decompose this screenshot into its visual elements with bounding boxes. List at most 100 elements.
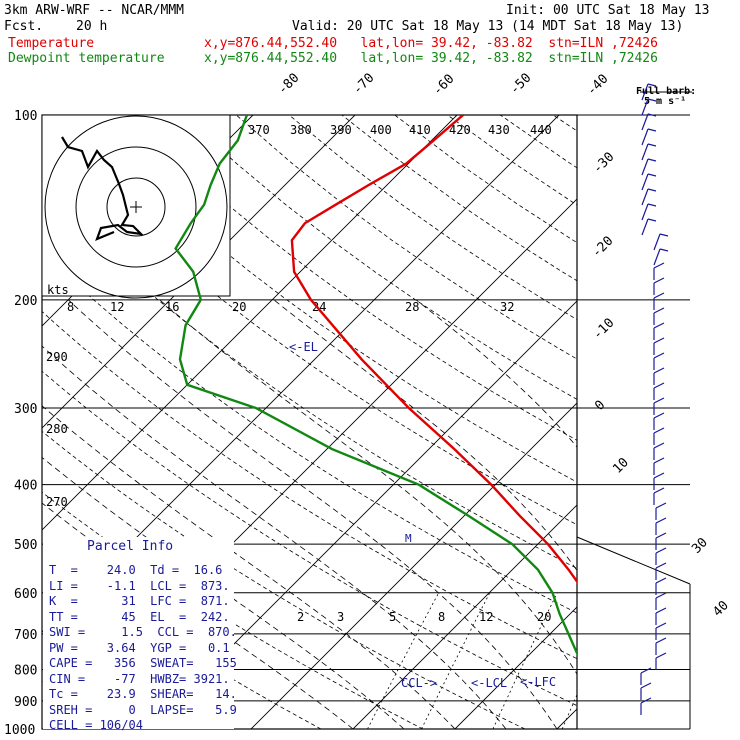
parcel-info-row: LI = -1.1 LCL = 873. bbox=[49, 578, 230, 593]
isotherm-label: 40 bbox=[710, 598, 732, 620]
isotherm-line bbox=[148, 300, 577, 729]
valid-time: Valid: 20 UTC Sat 18 May 13 (14 MDT Sat … bbox=[292, 19, 684, 34]
mixing-ratio-label: 20 bbox=[537, 610, 551, 624]
theta-label: 400 bbox=[370, 123, 392, 137]
theta-label: 370 bbox=[248, 123, 270, 137]
parcel-info-row: K = 31 LFC = 871. bbox=[49, 594, 230, 608]
dry-adiabat-label: 270 bbox=[46, 495, 68, 509]
dry-adiabat bbox=[712, 115, 740, 729]
wind-barb-flag bbox=[653, 472, 665, 479]
parcel-info-row: Tc = 23.9 SHEAR= 14. bbox=[49, 687, 237, 701]
dry-adiabat bbox=[341, 115, 577, 282]
moist-adiabat bbox=[727, 300, 740, 729]
hodograph-ring bbox=[75, 146, 197, 268]
parcel-info-row: TT = 45 EL = 242. bbox=[49, 609, 230, 624]
wind-barb-flag bbox=[653, 262, 665, 269]
isotherm-label: -50 bbox=[507, 71, 534, 98]
dewpoint-location: x,y=876.44,552.40 lat,lon= 39.42, -83.82… bbox=[204, 51, 658, 66]
hodograph-units-label: kts bbox=[47, 283, 69, 297]
wind-barb-flag bbox=[653, 487, 665, 494]
wind-barb-flag bbox=[655, 517, 667, 524]
moist-adiabat bbox=[415, 299, 577, 448]
dry-adiabat bbox=[394, 115, 577, 244]
isotherm-label: 10 bbox=[610, 455, 632, 477]
dewpoint-legend: Dewpoint temperature bbox=[8, 51, 165, 66]
moist-adiabat bbox=[578, 300, 740, 729]
wind-barb-flag bbox=[647, 188, 657, 192]
mixing-ratio-label: 3 bbox=[337, 610, 344, 624]
wind-barb bbox=[653, 233, 661, 251]
temperature-location: x,y=876.44,552.40 lat,lon= 39.42, -83.82… bbox=[204, 36, 658, 51]
wind-barb-flag bbox=[653, 292, 665, 299]
isotherm-label: -60 bbox=[430, 72, 457, 99]
hodograph-ring bbox=[44, 115, 228, 299]
wind-speed-label: 20 bbox=[232, 300, 246, 314]
level-label: CCL-> bbox=[401, 676, 437, 690]
dry-adiabat-label: 290 bbox=[46, 350, 68, 364]
plot-border bbox=[41, 114, 578, 730]
wind-barb-flag bbox=[647, 113, 657, 117]
wind-barbs: Full barb:5 m s⁻¹ bbox=[636, 83, 696, 715]
theta-label: 380 bbox=[290, 123, 312, 137]
wind-speed-label: 16 bbox=[165, 300, 179, 314]
theta-label: 410 bbox=[409, 123, 431, 137]
wind-barb-flag bbox=[647, 143, 657, 147]
dry-adiabat bbox=[606, 115, 740, 729]
mixing-ratio-line bbox=[367, 592, 440, 729]
dry-adiabat bbox=[42, 192, 577, 569]
isotherm-line bbox=[42, 115, 356, 429]
wind-speed-label: 32 bbox=[500, 300, 514, 314]
dry-adiabat bbox=[288, 115, 577, 321]
wind-speed-label: 28 bbox=[405, 300, 419, 314]
wind-barb-flag bbox=[653, 322, 665, 329]
wind-barb-flag bbox=[647, 173, 657, 177]
dry-adiabat bbox=[42, 310, 577, 660]
parcel-info-row: CELL = 106/04 bbox=[49, 718, 143, 732]
wind-speed-label: 8 bbox=[67, 300, 74, 314]
wind-speed-label: 12 bbox=[110, 300, 124, 314]
wind-barb-flag bbox=[655, 622, 667, 629]
wind-barb-flag bbox=[655, 532, 667, 539]
isotherm-label: -10 bbox=[590, 316, 617, 343]
dry-adiabat bbox=[42, 132, 577, 526]
wind-barb bbox=[641, 128, 649, 146]
wind-barb-flag bbox=[655, 547, 667, 554]
isotherm-label: 0 bbox=[592, 398, 608, 414]
wind-barb-flag bbox=[647, 128, 657, 132]
dry-adiabat bbox=[130, 115, 577, 441]
level-label: <-EL bbox=[289, 340, 318, 354]
level-annotations: <-EL CCL-> <-LCL <-LFC bbox=[289, 340, 556, 690]
pressure-tick-label: 500 bbox=[14, 538, 37, 553]
wind-barb-flag bbox=[647, 203, 657, 207]
wind-barb-flag bbox=[653, 367, 665, 374]
wind-barb bbox=[641, 98, 649, 116]
isotherm-line bbox=[454, 606, 577, 729]
wind-barb-flag bbox=[659, 233, 669, 237]
mixing-ratio-label: 8 bbox=[438, 610, 445, 624]
pressure-tick-label: 200 bbox=[14, 294, 37, 309]
pressure-tick-label: 100 bbox=[14, 109, 37, 124]
wind-barb-flag bbox=[647, 98, 657, 102]
temperature-legend: Temperature bbox=[8, 36, 95, 51]
isotherm-label: -40 bbox=[584, 72, 611, 99]
parcel-info-row: T = 24.0 Td = 16.6 bbox=[49, 563, 223, 577]
forecast-label: Fcst. bbox=[4, 19, 44, 34]
wind-barb bbox=[641, 218, 649, 236]
wind-barb bbox=[641, 158, 649, 176]
wind-barb-flag bbox=[647, 83, 657, 87]
isotherm-line bbox=[250, 402, 577, 729]
moist-adiabat bbox=[273, 299, 577, 572]
wind-barb-flag bbox=[655, 607, 667, 614]
barb-legend-value: 5 m s⁻¹ bbox=[644, 96, 686, 107]
sounding-traces: M bbox=[174, 115, 577, 656]
hodograph-ring bbox=[106, 177, 166, 237]
wind-barb-flag bbox=[653, 427, 665, 434]
pressure-tick-label: 400 bbox=[14, 479, 37, 494]
wind-barb-flag bbox=[647, 218, 657, 222]
dry-adiabat bbox=[659, 115, 740, 729]
wind-barb-flag bbox=[653, 382, 665, 389]
wind-barb-flag bbox=[655, 562, 667, 569]
wind-barb-flag bbox=[653, 307, 665, 314]
wind-barb-flag bbox=[653, 397, 665, 404]
